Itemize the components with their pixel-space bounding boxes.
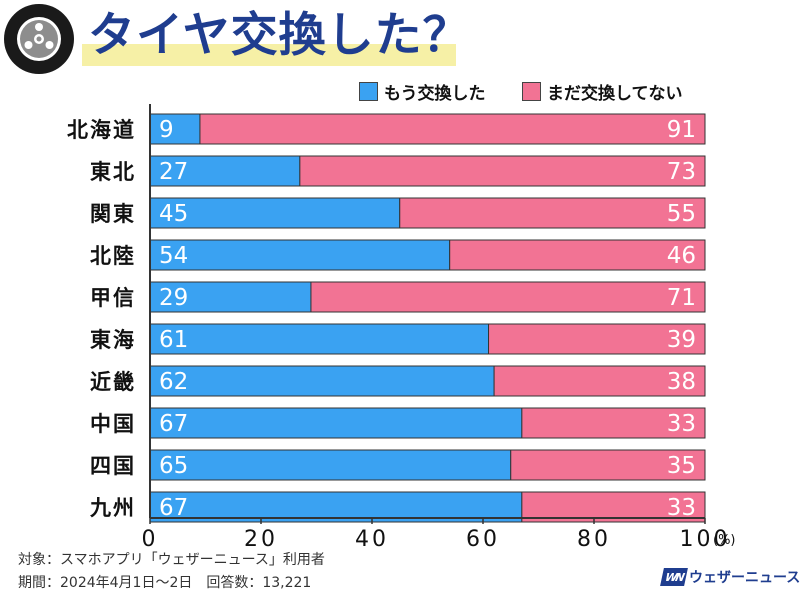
bar-exchanged bbox=[149, 281, 312, 313]
x-tick-label: 20 bbox=[244, 527, 278, 552]
brand-logo: WN ウェザーニュース bbox=[660, 567, 800, 587]
category-label: 四国 bbox=[90, 454, 136, 478]
data-label-not-exchanged: 46 bbox=[667, 243, 696, 269]
footnote-target: 対象：スマホアプリ「ウェザーニュース」利用者 bbox=[18, 552, 325, 568]
bar-not-exchanged bbox=[521, 407, 706, 439]
legend-swatch-not-exchanged bbox=[522, 81, 541, 101]
chart-title: タイヤ交換した？ bbox=[88, 8, 471, 63]
bar-exchanged bbox=[149, 365, 495, 397]
data-label-not-exchanged: 73 bbox=[667, 159, 696, 185]
category-label: 中国 bbox=[90, 412, 136, 436]
x-tick-label: 0 bbox=[142, 527, 159, 552]
data-label-exchanged: 61 bbox=[159, 327, 188, 353]
data-label-exchanged: 67 bbox=[159, 495, 188, 521]
data-label-exchanged: 65 bbox=[159, 453, 188, 479]
data-label-not-exchanged: 91 bbox=[667, 117, 696, 143]
title-highlight bbox=[82, 44, 456, 66]
brand-name: ウェザーニュース bbox=[689, 570, 800, 586]
data-label-exchanged: 29 bbox=[159, 285, 188, 311]
category-label: 九州 bbox=[89, 496, 136, 520]
data-label-exchanged: 54 bbox=[159, 243, 188, 269]
bar-not-exchanged bbox=[199, 113, 706, 145]
category-label: 甲信 bbox=[90, 286, 136, 310]
category-label: 近畿 bbox=[90, 370, 136, 394]
category-label: 北陸 bbox=[90, 244, 136, 268]
bar-exchanged bbox=[149, 113, 201, 145]
bar-exchanged bbox=[149, 323, 490, 355]
category-label: 関東 bbox=[90, 202, 136, 226]
category-label: 東海 bbox=[90, 328, 136, 352]
data-label-not-exchanged: 35 bbox=[667, 453, 696, 479]
data-label-not-exchanged: 39 bbox=[667, 327, 696, 353]
bar-not-exchanged bbox=[310, 281, 706, 313]
legend-label-not-exchanged: まだ交換してない bbox=[547, 83, 683, 104]
bar-not-exchanged bbox=[299, 155, 706, 187]
data-label-not-exchanged: 55 bbox=[667, 201, 696, 227]
x-unit-label: (%) bbox=[713, 533, 736, 548]
bar-not-exchanged bbox=[493, 365, 706, 397]
footnote-period: 期間：2024年4月1日～2日 回答数：13,221 bbox=[18, 575, 312, 591]
data-label-not-exchanged: 71 bbox=[667, 285, 696, 311]
data-label-not-exchanged: 33 bbox=[667, 411, 696, 437]
x-tick-label: 100 bbox=[680, 527, 731, 552]
data-label-exchanged: 9 bbox=[159, 117, 174, 143]
data-label-exchanged: 45 bbox=[159, 201, 188, 227]
category-label: 北海道 bbox=[67, 118, 136, 142]
bar-exchanged bbox=[149, 407, 523, 439]
data-label-exchanged: 67 bbox=[159, 411, 188, 437]
legend-label-exchanged: もう交換した bbox=[384, 83, 486, 104]
bar-not-exchanged bbox=[399, 197, 706, 229]
data-label-exchanged: 27 bbox=[159, 159, 188, 185]
bar-not-exchanged bbox=[488, 323, 706, 355]
tire-icon bbox=[4, 4, 74, 74]
bar-not-exchanged bbox=[449, 239, 706, 271]
data-label-exchanged: 62 bbox=[159, 369, 188, 395]
brand-mark: WN bbox=[660, 568, 688, 586]
x-tick-label: 40 bbox=[355, 527, 389, 552]
data-label-not-exchanged: 33 bbox=[667, 495, 696, 521]
bar-not-exchanged bbox=[510, 449, 706, 481]
data-label-not-exchanged: 38 bbox=[667, 369, 696, 395]
legend-item-exchanged: もう交換した bbox=[359, 79, 486, 104]
x-tick-label: 80 bbox=[577, 527, 611, 552]
category-label: 東北 bbox=[90, 160, 136, 184]
legend-swatch-exchanged bbox=[359, 81, 378, 101]
x-tick-label: 60 bbox=[466, 527, 500, 552]
legend-item-not-exchanged: まだ交換してない bbox=[522, 79, 683, 104]
bar-exchanged bbox=[149, 239, 451, 271]
bar-exchanged bbox=[149, 449, 512, 481]
